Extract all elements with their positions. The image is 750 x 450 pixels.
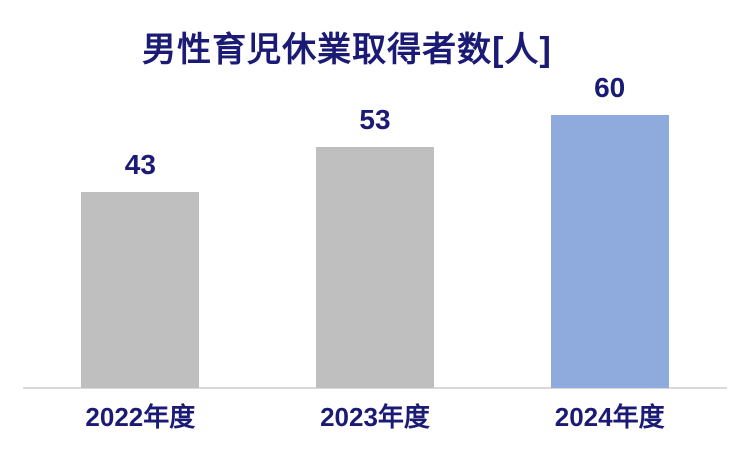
x-axis-line: [23, 387, 727, 389]
bar-2024年度: [550, 115, 669, 388]
chart-title: 男性育児休業取得者数[人]: [142, 31, 552, 69]
value-label: 60: [594, 72, 626, 103]
category-label: 2023年度: [320, 402, 430, 432]
bar-2023年度: [316, 147, 434, 388]
category-label: 2022年度: [85, 402, 196, 432]
category-label: 2024年度: [554, 402, 665, 432]
value-label: 43: [124, 149, 156, 180]
bar-2022年度: [81, 192, 200, 388]
value-label: 53: [359, 104, 391, 135]
